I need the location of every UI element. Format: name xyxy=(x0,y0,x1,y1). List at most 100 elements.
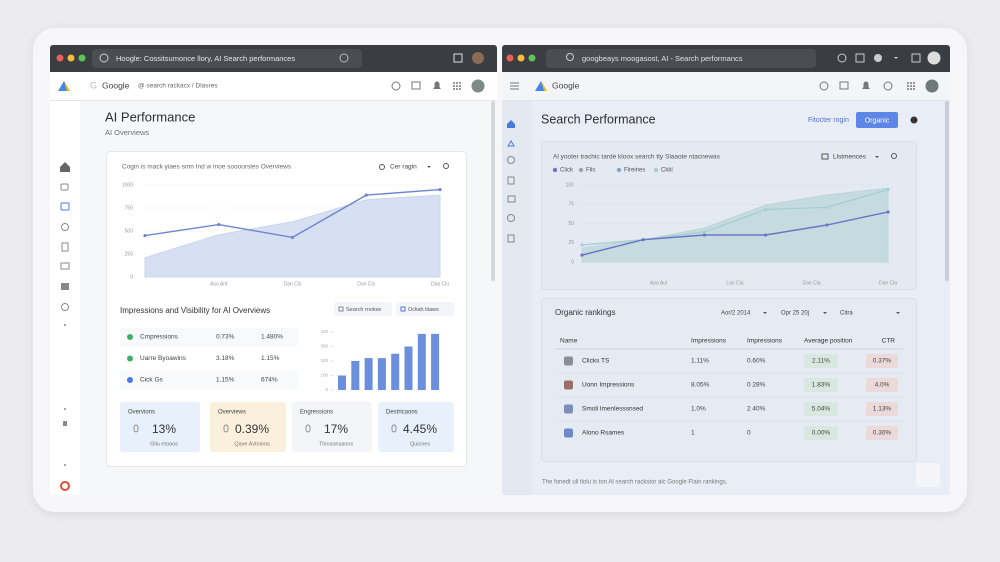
button-icon[interactable] xyxy=(338,306,344,312)
settings-icon[interactable] xyxy=(910,116,918,124)
stat-card xyxy=(210,402,286,452)
min-dot[interactable] xyxy=(67,54,75,62)
close-dot[interactable] xyxy=(56,54,64,62)
nav-icon[interactable] xyxy=(61,283,69,290)
apps-icon[interactable] xyxy=(453,82,461,90)
reload-icon[interactable] xyxy=(339,53,349,63)
menu-icon[interactable] xyxy=(510,82,519,90)
caret[interactable] xyxy=(823,312,827,314)
dot-icon xyxy=(64,464,66,466)
home-icon[interactable] xyxy=(60,162,70,172)
row-bg xyxy=(120,371,298,389)
button-icon[interactable] xyxy=(400,306,406,312)
icon-part xyxy=(456,82,458,84)
max-dot[interactable] xyxy=(528,54,536,62)
stat-value: 17% xyxy=(324,422,348,436)
icon-part xyxy=(453,88,455,90)
x-tick-label: Dan Cla xyxy=(802,280,820,286)
address-bar[interactable] xyxy=(546,49,816,68)
nav-icon[interactable] xyxy=(507,234,515,243)
point xyxy=(217,222,221,227)
nav-icon[interactable] xyxy=(61,303,69,311)
position-pill xyxy=(804,402,838,416)
dropdown[interactable]: Cer ragin xyxy=(390,164,417,171)
dropdown[interactable]: Llstmences xyxy=(833,154,867,161)
caret[interactable] xyxy=(427,166,431,168)
app-bar: Google xyxy=(502,72,950,101)
nav-icon[interactable] xyxy=(60,183,69,191)
filter-link[interactable]: Fitocter rogin xyxy=(808,117,849,124)
organic-button-label[interactable]: Organic xyxy=(865,117,890,124)
caret[interactable] xyxy=(875,156,879,158)
search-icon[interactable] xyxy=(443,163,449,169)
y-tick-label: 500 xyxy=(125,228,134,234)
bar xyxy=(417,333,426,390)
chart-title: Cogin is mack yiaes smn Ind w inoe soooo… xyxy=(122,164,292,171)
dropdown-icon[interactable] xyxy=(821,153,829,160)
close-dot[interactable] xyxy=(506,54,514,62)
nav-icon[interactable] xyxy=(507,156,515,164)
caret[interactable] xyxy=(896,312,900,314)
row-name: Uarre Byoawins xyxy=(140,355,187,362)
row-value: 1 xyxy=(691,430,695,437)
ext-icon[interactable] xyxy=(855,53,865,63)
avatar[interactable] xyxy=(925,79,939,93)
filter-button[interactable] xyxy=(334,302,392,316)
avatar[interactable] xyxy=(472,52,484,64)
scrollbar[interactable] xyxy=(945,101,949,281)
ext-icon[interactable] xyxy=(453,53,463,63)
dropdown-icon[interactable] xyxy=(379,164,385,170)
corner-button[interactable] xyxy=(916,463,940,487)
apps-icon[interactable] xyxy=(911,53,921,63)
filter[interactable]: Opr 25 20j xyxy=(781,311,809,317)
ext-icon[interactable] xyxy=(874,54,882,62)
tab[interactable] xyxy=(92,49,362,68)
filter[interactable]: Aor/2 2014 xyxy=(721,311,751,317)
nav-icon[interactable] xyxy=(507,214,515,222)
filter-button-label[interactable]: Search rnolow xyxy=(346,307,381,313)
search-icon[interactable] xyxy=(891,153,897,159)
filter[interactable]: Citra xyxy=(840,311,853,317)
help-icon[interactable] xyxy=(391,81,401,91)
nav-icon-active[interactable] xyxy=(60,202,70,211)
icon-part xyxy=(907,82,909,84)
nav-icon-active[interactable] xyxy=(507,140,515,147)
google-icon[interactable] xyxy=(60,481,70,491)
nav-icon[interactable] xyxy=(507,195,516,203)
avatar[interactable] xyxy=(927,51,941,65)
caret[interactable] xyxy=(894,57,898,59)
y-tick-label: 100 xyxy=(566,182,575,188)
stat-card xyxy=(120,402,200,452)
nav-icon[interactable] xyxy=(63,421,67,426)
video-icon[interactable] xyxy=(411,81,421,90)
page-heading: AI Performance AI Overviews xyxy=(105,109,195,137)
stat-card xyxy=(292,402,372,452)
dot-icon xyxy=(64,408,66,410)
stat-icon xyxy=(391,424,397,433)
max-dot[interactable] xyxy=(78,54,86,62)
home-icon[interactable] xyxy=(507,120,515,128)
nav-icon[interactable] xyxy=(61,242,69,252)
nav-icon[interactable] xyxy=(507,176,515,185)
row-value: 1.15% xyxy=(216,377,235,384)
bell-icon[interactable] xyxy=(837,53,847,63)
stat-label: Destricaons xyxy=(386,410,418,416)
scrollbar[interactable] xyxy=(491,101,495,281)
min-dot[interactable] xyxy=(517,54,525,62)
column-header: Impressions xyxy=(747,338,783,345)
avatar[interactable] xyxy=(471,79,485,93)
filter-button-label[interactable]: Ocliah litaws xyxy=(408,307,439,313)
apps-icon[interactable] xyxy=(907,82,915,90)
video-icon[interactable] xyxy=(839,81,849,90)
settings-icon[interactable] xyxy=(883,81,893,91)
organic-button[interactable] xyxy=(856,112,898,128)
help-icon[interactable] xyxy=(819,81,829,91)
caret[interactable] xyxy=(763,312,767,314)
filter-button[interactable] xyxy=(396,302,454,316)
nav-icon[interactable] xyxy=(60,262,70,270)
bell-icon[interactable] xyxy=(862,81,870,90)
more-icon[interactable] xyxy=(64,324,66,326)
bell-icon[interactable] xyxy=(433,81,441,90)
icon-part xyxy=(907,85,909,87)
nav-icon[interactable] xyxy=(61,223,69,231)
